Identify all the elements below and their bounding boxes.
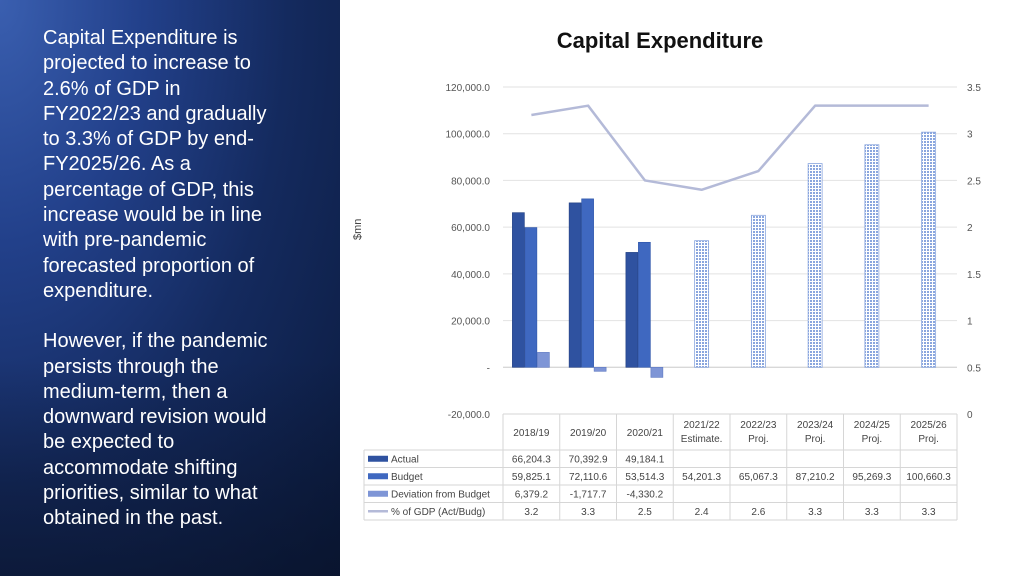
chart-title: Capital Expenditure (556, 28, 764, 53)
category-label: Proj. (805, 434, 826, 445)
y2-tick-label: 0.5 (967, 363, 981, 374)
data-label: 100,660.3 (906, 472, 951, 483)
y2-tick-label: 3.5 (967, 83, 981, 94)
data-label: 3.3 (808, 507, 822, 518)
y-tick-label: 20,000.0 (451, 317, 490, 328)
left-panel (0, 0, 340, 576)
y-tick-label: 60,000.0 (451, 223, 490, 234)
y2-tick-label: 0 (967, 410, 973, 421)
legend-swatch (368, 473, 388, 480)
y2-tick-label: 1 (967, 317, 973, 328)
summary-paragraph-2: However, if the pandemic persists throug… (43, 330, 268, 530)
bar-deviation (537, 352, 550, 368)
summary-paragraph-1: Capital Expenditure is projected to incr… (43, 27, 267, 302)
bar-budget-projection (807, 163, 823, 368)
legend-label: Deviation from Budget (391, 489, 490, 500)
y2-tick-label: 2.5 (967, 176, 981, 187)
category-label: 2025/26 (911, 420, 948, 431)
category-label: 2024/25 (854, 420, 891, 431)
y2-tick-label: 3 (967, 130, 973, 141)
bar-deviation (650, 366, 664, 378)
y-tick-label: 80,000.0 (451, 176, 490, 187)
data-label: 2.5 (638, 507, 652, 518)
y-tick-label: 100,000.0 (446, 130, 491, 141)
y-tick-label: -20,000.0 (448, 410, 491, 421)
y2-tick-label: 2 (967, 223, 973, 234)
legend-label: Actual (391, 454, 419, 465)
category-label: Proj. (918, 434, 939, 445)
data-label: 2.6 (751, 507, 765, 518)
data-label: 53,514.3 (625, 472, 664, 483)
bar-budget (581, 198, 594, 368)
data-label: 3.2 (524, 507, 538, 518)
bar-actual (625, 252, 639, 368)
bar-budget-projection (750, 214, 766, 368)
data-label: 3.3 (922, 507, 936, 518)
data-label: 70,392.9 (569, 454, 608, 465)
data-label: -4,330.2 (627, 489, 664, 500)
data-label: 3.3 (581, 507, 595, 518)
legend-swatch (368, 455, 388, 462)
category-label: Proj. (748, 434, 769, 445)
bar-deviation (593, 366, 607, 372)
data-label: -1,717.7 (570, 489, 607, 500)
bar-budget (524, 227, 538, 368)
data-label: 59,825.1 (512, 472, 551, 483)
data-label: 49,184.1 (625, 454, 664, 465)
bar-actual (512, 212, 525, 368)
legend-swatch (368, 490, 388, 497)
gdp-percent-line (531, 104, 929, 192)
data-label: 54,201.3 (682, 472, 721, 483)
category-label: 2019/20 (570, 428, 607, 439)
data-label: 87,210.2 (796, 472, 835, 483)
category-label: 2023/24 (797, 420, 834, 431)
bar-budget-projection (694, 240, 710, 368)
category-label: 2020/21 (627, 428, 664, 439)
y-tick-label: 40,000.0 (451, 270, 490, 281)
bar-budget-projection (864, 144, 880, 368)
category-label: Estimate. (681, 434, 723, 445)
category-label: Proj. (862, 434, 883, 445)
legend-label: Budget (391, 472, 423, 483)
bar-budget-projection (921, 131, 937, 368)
bar-actual (568, 202, 582, 368)
legend-label: % of GDP (Act/Budg) (391, 507, 485, 518)
data-label: 72,110.6 (569, 472, 608, 483)
y-tick-label: 120,000.0 (446, 83, 491, 94)
data-label: 3.3 (865, 507, 879, 518)
category-label: 2018/19 (513, 428, 550, 439)
data-label: 6,379.2 (515, 489, 549, 500)
bar-budget (638, 241, 651, 368)
summary-text: Capital Expenditure is projected to incr… (43, 26, 333, 532)
y-tick-label: - (487, 363, 490, 374)
y2-tick-label: 1.5 (967, 270, 981, 281)
data-label: 65,067.3 (739, 472, 778, 483)
category-label: 2022/23 (740, 420, 777, 431)
data-label: 66,204.3 (512, 454, 551, 465)
data-label: 95,269.3 (852, 472, 891, 483)
category-label: 2021/22 (684, 420, 721, 431)
data-label: 2.4 (695, 507, 709, 518)
